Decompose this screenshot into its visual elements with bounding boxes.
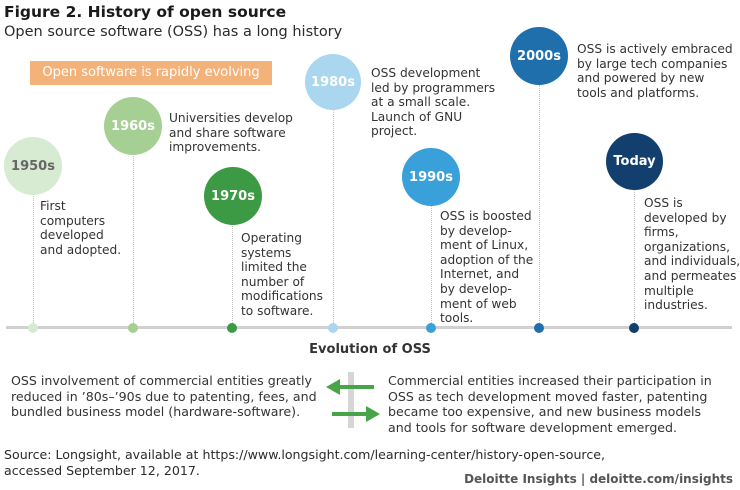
- era-connector-1990s: [431, 204, 432, 325]
- era-circle-1950s: 1950s: [4, 137, 62, 195]
- era-circle-1980s: 1980s: [305, 54, 361, 110]
- evolving-banner: Open software is rapidly evolving: [30, 61, 272, 85]
- axis-label: Evolution of OSS: [309, 342, 431, 357]
- timeline-axis: [6, 326, 732, 329]
- timeline-dot-1970s: [227, 322, 237, 333]
- era-label-1950s: 1950s: [11, 158, 55, 174]
- figure-title: Figure 2. History of open source: [4, 3, 287, 21]
- era-label-1970s: 1970s: [211, 188, 255, 204]
- era-description-2000s: OSS is actively embraced by large tech c…: [577, 42, 733, 100]
- commercial-growth-text: Commercial entities increased their part…: [388, 373, 712, 435]
- left-arrow-icon: [326, 379, 374, 395]
- era-description-today: OSS is developed by firms, organizations…: [644, 196, 740, 313]
- era-circle-2000s: 2000s: [510, 27, 568, 85]
- right-arrow-icon: [332, 406, 380, 422]
- era-label-1960s: 1960s: [111, 118, 155, 134]
- era-description-1980s: OSS development led by programmers at a …: [371, 66, 496, 139]
- source-note: Source: Longsight, available at https://…: [4, 447, 605, 478]
- era-connector-today: [634, 189, 635, 325]
- era-connector-1950s: [33, 192, 34, 325]
- era-connector-1980s: [333, 109, 334, 325]
- timeline-dot-1990s: [426, 322, 436, 333]
- figure-subtitle: Open source software (OSS) has a long hi…: [4, 24, 343, 40]
- timeline-dot-today: [629, 322, 639, 333]
- section-divider: [348, 372, 354, 428]
- era-description-1950s: First computers developed and adopted.: [40, 199, 122, 257]
- publisher-credit: Deloitte Insights | deloitte.com/insight…: [464, 472, 733, 486]
- timeline-dot-1980s: [328, 322, 338, 333]
- era-description-1970s: Operating systems limited the number of …: [241, 231, 323, 318]
- era-description-1960s: Universities develop and share software …: [169, 111, 293, 155]
- era-label-1990s: 1990s: [409, 169, 453, 185]
- commercial-decline-text: OSS involvement of commercial entities g…: [11, 373, 317, 419]
- era-connector-1970s: [232, 226, 233, 325]
- era-connector-1960s: [133, 156, 134, 325]
- direction-arrows: [326, 379, 380, 422]
- era-label-today: Today: [613, 154, 656, 169]
- timeline-dot-1950s: [28, 322, 38, 333]
- era-label-2000s: 2000s: [517, 48, 561, 64]
- era-circle-today: Today: [606, 133, 663, 190]
- timeline-dot-1960s: [128, 322, 138, 333]
- era-label-1980s: 1980s: [311, 74, 355, 90]
- era-circle-1960s: 1960s: [104, 97, 162, 155]
- timeline-dot-2000s: [534, 322, 544, 333]
- era-circle-1970s: 1970s: [204, 167, 262, 225]
- era-description-1990s: OSS is boosted by develop- ment of Linux…: [440, 209, 534, 326]
- era-circle-1990s: 1990s: [402, 148, 460, 206]
- era-connector-2000s: [539, 85, 540, 325]
